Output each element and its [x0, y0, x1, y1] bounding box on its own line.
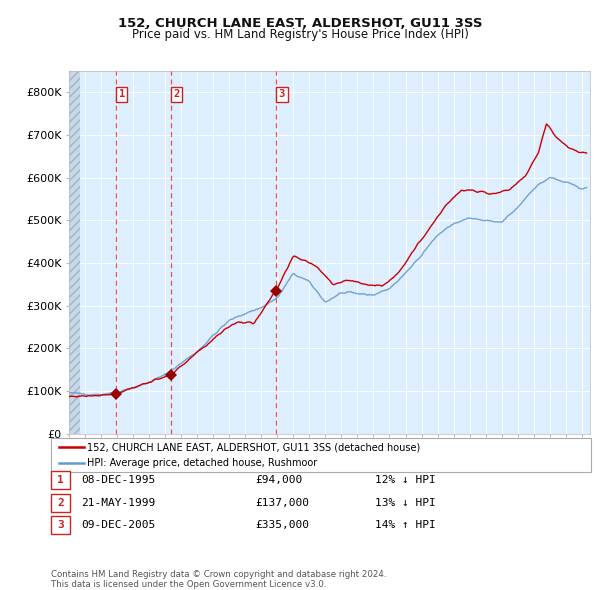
- Text: Price paid vs. HM Land Registry's House Price Index (HPI): Price paid vs. HM Land Registry's House …: [131, 28, 469, 41]
- Text: 3: 3: [57, 520, 64, 530]
- Text: HPI: Average price, detached house, Rushmoor: HPI: Average price, detached house, Rush…: [87, 458, 317, 467]
- Text: 13% ↓ HPI: 13% ↓ HPI: [375, 498, 436, 507]
- Text: 1: 1: [57, 476, 64, 485]
- Text: £94,000: £94,000: [255, 476, 302, 485]
- Text: 2: 2: [173, 89, 180, 99]
- Text: 152, CHURCH LANE EAST, ALDERSHOT, GU11 3SS (detached house): 152, CHURCH LANE EAST, ALDERSHOT, GU11 3…: [87, 442, 420, 452]
- Text: £137,000: £137,000: [255, 498, 309, 507]
- Text: 09-DEC-2005: 09-DEC-2005: [81, 520, 155, 530]
- Text: 2: 2: [57, 498, 64, 507]
- Text: This data is licensed under the Open Government Licence v3.0.: This data is licensed under the Open Gov…: [51, 579, 326, 589]
- Bar: [69, 71, 80, 434]
- Text: £335,000: £335,000: [255, 520, 309, 530]
- Text: 1: 1: [119, 89, 125, 99]
- Text: 14% ↑ HPI: 14% ↑ HPI: [375, 520, 436, 530]
- Text: 3: 3: [279, 89, 285, 99]
- Text: 152, CHURCH LANE EAST, ALDERSHOT, GU11 3SS: 152, CHURCH LANE EAST, ALDERSHOT, GU11 3…: [118, 17, 482, 30]
- Text: 12% ↓ HPI: 12% ↓ HPI: [375, 476, 436, 485]
- Text: Contains HM Land Registry data © Crown copyright and database right 2024.: Contains HM Land Registry data © Crown c…: [51, 570, 386, 579]
- Text: 08-DEC-1995: 08-DEC-1995: [81, 476, 155, 485]
- Text: 21-MAY-1999: 21-MAY-1999: [81, 498, 155, 507]
